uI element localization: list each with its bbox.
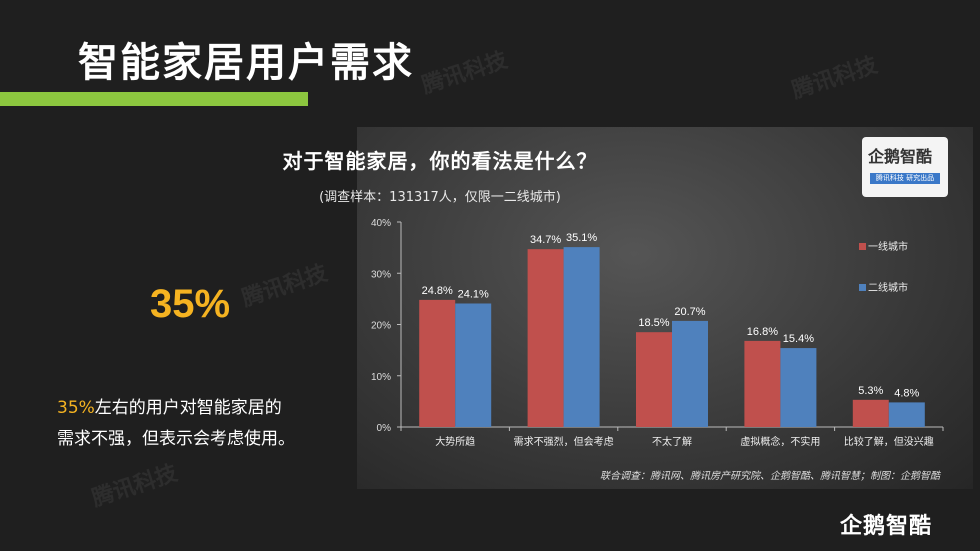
chart-subtitle: (调查样本：131317人，仅限一二线城市) <box>319 190 561 205</box>
data-label: 34.7% <box>530 234 561 246</box>
bar-series-2 <box>455 303 492 427</box>
page-title: 智能家居用户需求 <box>78 40 414 86</box>
data-label: 16.8% <box>747 326 778 338</box>
bar-series-1 <box>636 332 672 427</box>
data-label: 15.4% <box>783 333 814 345</box>
data-label: 18.5% <box>638 317 669 329</box>
y-tick-label: 10% <box>371 372 391 383</box>
legend-swatch <box>859 284 866 291</box>
bar-series-2 <box>672 320 708 427</box>
key-percent: 35% <box>150 282 231 326</box>
x-tick-label: 大势所趋 <box>435 435 475 448</box>
description-line-2: 需求不强，但表示会考虑使用。 <box>57 429 295 449</box>
x-tick-label: 虚拟概念，不实用 <box>740 435 820 448</box>
brand-logo: 企鹅智酷 腾讯科技 研究出品 <box>862 137 948 197</box>
title-accent-bar <box>0 92 308 106</box>
brand-footer: 企鹅智酷 <box>840 514 933 539</box>
legend-label: 一线城市 <box>868 240 908 253</box>
bar-series-1 <box>527 249 564 427</box>
logo-sub-text: 腾讯科技 研究出品 <box>870 173 940 184</box>
logo-main-text: 企鹅智酷 <box>868 147 933 166</box>
bar-series-1 <box>852 399 889 427</box>
x-tick-label: 比较了解，但没兴趣 <box>844 435 934 448</box>
y-tick-label: 0% <box>377 423 392 434</box>
data-label: 5.3% <box>858 385 883 397</box>
bar-series-2 <box>780 348 817 427</box>
legend-label: 二线城市 <box>868 281 908 294</box>
data-label: 24.8% <box>422 285 453 297</box>
data-label: 24.1% <box>458 288 489 300</box>
description-line-1: 35%左右的用户对智能家居的 <box>57 393 295 424</box>
source-note: 联合调查：腾讯网、腾讯房产研究院、企鹅智酷、腾讯智慧；制图：企鹅智酷 <box>600 471 940 482</box>
bar-series-1 <box>419 299 456 427</box>
bar-series-2 <box>563 247 600 427</box>
y-tick-label: 40% <box>371 218 391 229</box>
chart-title: 对于智能家居，你的看法是什么？ <box>282 149 598 173</box>
legend-swatch <box>859 243 866 250</box>
description-highlight: 35% <box>57 398 95 418</box>
y-tick-label: 20% <box>371 321 391 332</box>
x-tick-label: 不太了解 <box>652 435 692 448</box>
bar-series-2 <box>888 402 925 427</box>
bar-series-1 <box>744 340 781 427</box>
data-label: 35.1% <box>566 232 597 244</box>
data-label: 4.8% <box>894 387 919 399</box>
description-line-1-text: 左右的用户对智能家居的 <box>94 398 282 418</box>
data-label: 20.7% <box>674 306 705 318</box>
x-tick-label: 需求不强烈，但会考虑 <box>514 435 614 448</box>
y-tick-label: 30% <box>371 269 391 280</box>
description: 35%左右的用户对智能家居的 需求不强，但表示会考虑使用。 <box>57 393 295 455</box>
